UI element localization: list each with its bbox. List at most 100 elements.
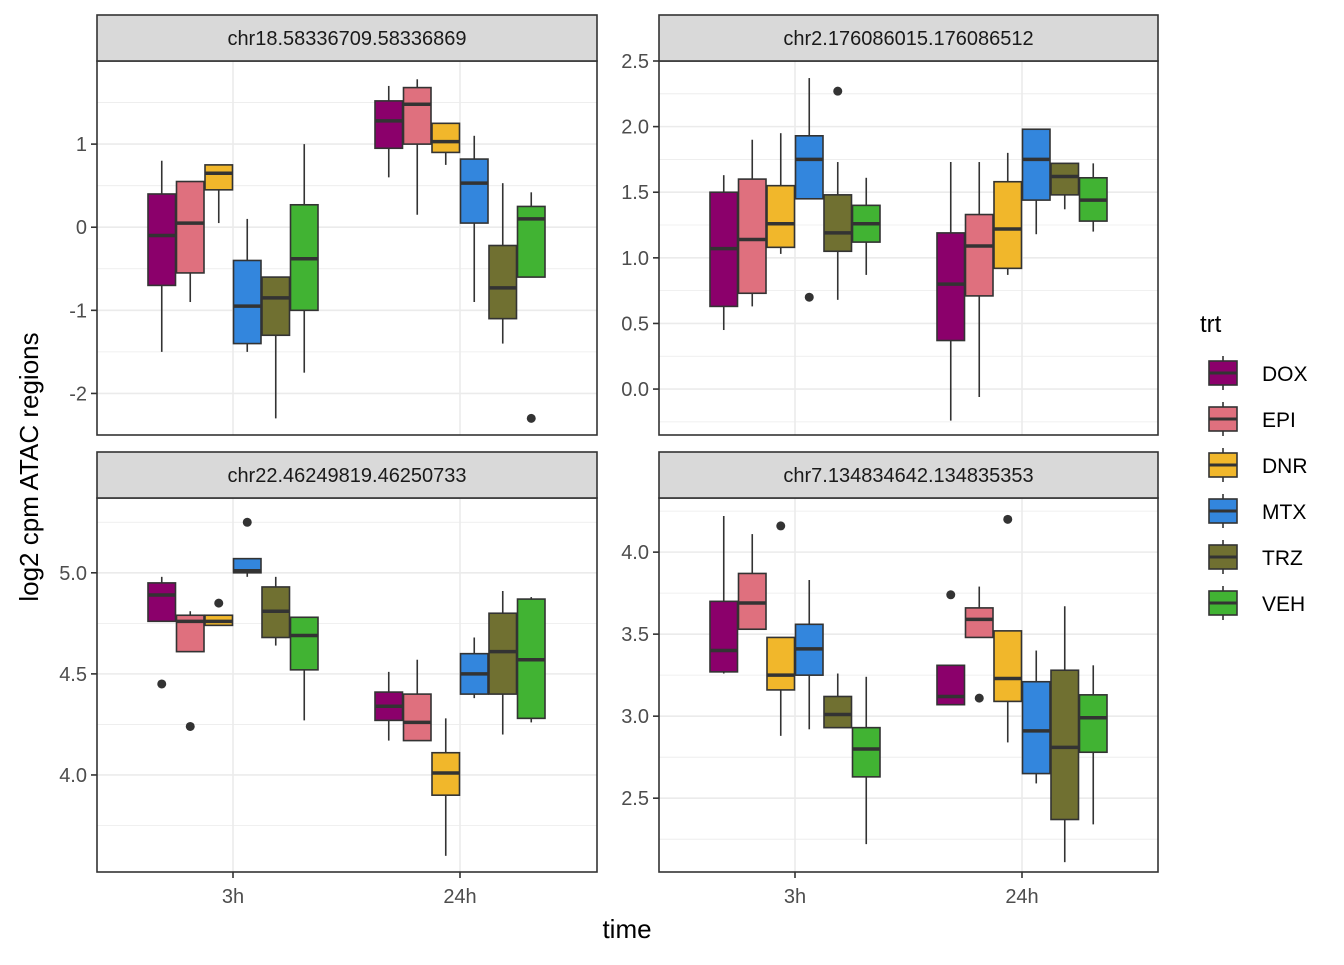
box-trz-3h (823, 673, 853, 729)
legend-entry-dnr: DNR (1208, 448, 1308, 482)
box-mtx-3h (232, 218, 262, 352)
y-tick-label: 0 (76, 217, 87, 239)
outlier-point (185, 721, 195, 731)
box-trz-24h (488, 590, 518, 735)
box-veh-24h (1078, 665, 1108, 825)
facet-panel: chr7.134834642.134835353 2.5 3.0 3.5 4.0 3h 24… (621, 451, 1159, 908)
legend-entry-epi: EPI (1208, 402, 1296, 436)
box-iqr (488, 244, 518, 320)
y-tick-label: 1 (76, 134, 87, 156)
panels-layer: chr18.58336709.58336869 -2 -1 0 1 chr2.176086… (59, 14, 1159, 908)
box-veh-24h (516, 597, 546, 723)
y-tick-label: 4.5 (59, 664, 87, 686)
box-iqr (402, 693, 432, 742)
y-tick-label: 5.0 (59, 563, 87, 585)
box-iqr (147, 582, 177, 623)
box-dnr-3h (204, 164, 234, 224)
box-trz-24h (1050, 162, 1080, 210)
box-trz-3h (823, 86, 853, 300)
facet-strip (658, 451, 1159, 499)
box-iqr (794, 135, 824, 200)
box-iqr (1078, 694, 1108, 754)
y-tick-label: 2.5 (621, 788, 649, 810)
box-dox-24h (936, 590, 966, 706)
legend-entry-trz: TRZ (1208, 540, 1303, 574)
box-epi-24h (964, 162, 994, 397)
legend-label: MTX (1262, 501, 1306, 524)
box-iqr (232, 259, 262, 345)
box-dnr-24h (431, 122, 461, 165)
box-iqr (936, 232, 966, 342)
box-mtx-24h (1021, 650, 1051, 784)
outlier-point (776, 521, 786, 531)
legend-entry-mtx: MTX (1208, 494, 1306, 528)
box-epi-24h (402, 79, 432, 215)
facet-panel: chr18.58336709.58336869 -2 -1 0 1 (69, 14, 598, 436)
y-tick-label: 1.0 (621, 248, 649, 270)
box-veh-3h (851, 177, 881, 275)
box-iqr (1050, 162, 1080, 196)
box-dox-3h (147, 160, 177, 352)
box-veh-3h (289, 616, 319, 721)
facet-strip (96, 14, 598, 62)
y-tick-label: -1 (69, 300, 87, 322)
box-trz-24h (488, 183, 518, 344)
legend-label: EPI (1262, 409, 1296, 432)
box-dox-3h (709, 175, 739, 331)
box-iqr (766, 184, 796, 249)
box-veh-24h (516, 192, 546, 423)
box-mtx-3h (794, 78, 824, 302)
x-tick-label: 3h (222, 886, 244, 908)
outlier-point (833, 86, 843, 96)
box-epi-3h (175, 180, 205, 303)
box-iqr (709, 600, 739, 673)
legend-title: trt (1200, 311, 1222, 338)
box-iqr (1050, 669, 1080, 821)
box-iqr (993, 180, 1023, 270)
outlier-point (214, 598, 224, 608)
y-tick-label: 3.0 (621, 706, 649, 728)
box-dox-24h (374, 671, 404, 741)
y-tick-label: 2.0 (621, 117, 649, 139)
box-iqr (374, 100, 404, 150)
facet-strip-label: chr22.46249819.46250733 (227, 465, 466, 487)
facet-panel: chr22.46249819.46250733 4.0 4.5 5.0 3h 24h (59, 451, 598, 908)
x-axis-title: time (602, 914, 651, 944)
box-dox-24h (374, 85, 404, 178)
box-iqr (1021, 680, 1051, 775)
legend-entry-dox: DOX (1208, 356, 1308, 390)
box-iqr (993, 630, 1023, 703)
facet-strip (96, 451, 598, 499)
box-veh-3h (289, 144, 319, 373)
box-mtx-24h (459, 637, 489, 699)
box-epi-3h (737, 139, 767, 307)
box-dnr-3h (766, 133, 796, 254)
outlier-point (1003, 514, 1013, 524)
box-dnr-24h (993, 152, 1023, 275)
outlier-point (242, 517, 252, 527)
box-epi-24h (964, 586, 994, 703)
box-iqr (289, 616, 319, 671)
box-iqr (964, 607, 994, 639)
x-tick-label: 24h (443, 886, 476, 908)
x-tick-label: 3h (784, 886, 806, 908)
y-tick-label: 1.5 (621, 182, 649, 204)
box-iqr (488, 612, 518, 695)
box-iqr (459, 158, 489, 224)
facet-strip-label: chr18.58336709.58336869 (227, 28, 466, 50)
box-trz-3h (261, 276, 291, 419)
outlier-point (157, 679, 167, 689)
y-tick-label: 4.0 (59, 765, 87, 787)
legend-label: TRZ (1262, 547, 1303, 570)
facet-strip-label: chr7.134834642.134835353 (783, 465, 1033, 487)
legend-label: DNR (1262, 455, 1308, 478)
box-iqr (204, 164, 234, 191)
panel-background (659, 498, 1158, 872)
legend-label: DOX (1262, 363, 1308, 386)
box-veh-3h (851, 676, 881, 845)
box-iqr (147, 193, 177, 287)
outlier-point (946, 590, 956, 600)
y-tick-label: -2 (69, 383, 87, 405)
